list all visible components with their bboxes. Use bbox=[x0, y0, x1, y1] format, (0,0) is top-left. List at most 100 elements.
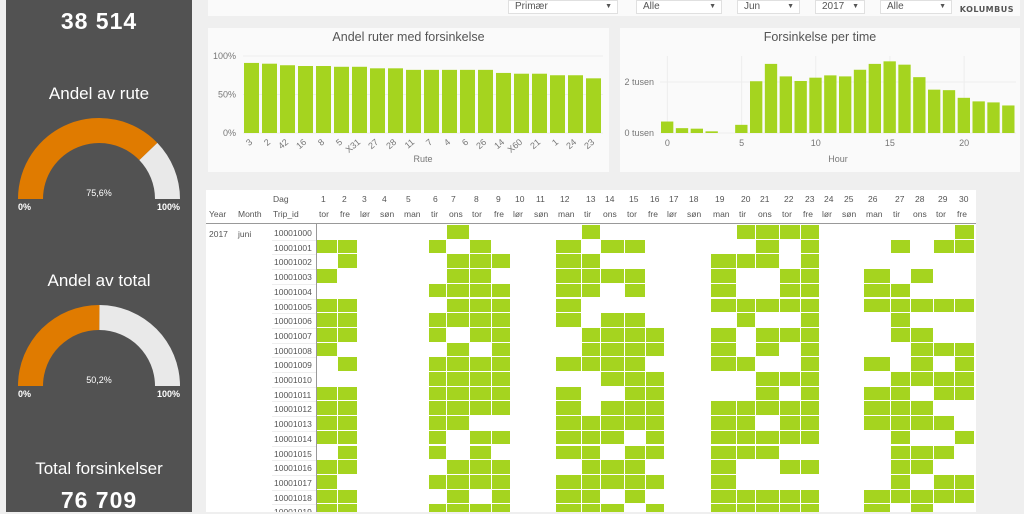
row-trip-id[interactable]: 10001001 bbox=[274, 242, 312, 253]
header-day[interactable]: 27 bbox=[895, 194, 905, 204]
delay-cell[interactable] bbox=[911, 342, 934, 358]
delay-cell[interactable] bbox=[625, 239, 646, 255]
delay-cell[interactable] bbox=[582, 489, 601, 505]
delay-cell[interactable] bbox=[582, 445, 601, 461]
delay-cell[interactable] bbox=[625, 327, 646, 343]
delay-cell[interactable] bbox=[492, 372, 511, 387]
delay-cell[interactable] bbox=[911, 372, 934, 387]
delay-cell[interactable] bbox=[317, 239, 338, 255]
delay-cell[interactable] bbox=[934, 489, 955, 505]
delay-cell[interactable] bbox=[447, 342, 470, 358]
header-day[interactable]: 28 bbox=[915, 194, 925, 204]
delay-cell[interactable] bbox=[492, 283, 511, 299]
delay-cell[interactable] bbox=[646, 372, 665, 387]
delay-cell[interactable] bbox=[317, 489, 338, 505]
delay-cell[interactable] bbox=[317, 416, 338, 431]
delay-cell[interactable] bbox=[955, 239, 975, 255]
delay-cell[interactable] bbox=[891, 313, 911, 328]
row-trip-id[interactable]: 10001016 bbox=[274, 463, 312, 474]
delay-cell[interactable] bbox=[582, 254, 601, 270]
delay-cell[interactable] bbox=[756, 254, 780, 270]
delay-cell[interactable] bbox=[470, 372, 492, 387]
delay-cell[interactable] bbox=[801, 269, 820, 284]
delay-cell[interactable] bbox=[625, 460, 646, 475]
delay-cell[interactable] bbox=[737, 357, 756, 372]
delay-cell[interactable] bbox=[955, 357, 975, 372]
header-trip-id[interactable]: Trip_id bbox=[273, 209, 299, 219]
delay-cell[interactable] bbox=[934, 239, 955, 255]
delay-cell[interactable] bbox=[711, 489, 737, 505]
delay-cell[interactable] bbox=[601, 342, 625, 358]
header-day[interactable]: 17 bbox=[669, 194, 679, 204]
delay-cell[interactable] bbox=[601, 504, 625, 512]
delay-cell[interactable] bbox=[556, 474, 582, 490]
header-day[interactable]: 18 bbox=[689, 194, 699, 204]
delay-cell[interactable] bbox=[711, 474, 737, 490]
delay-cell[interactable] bbox=[601, 474, 625, 490]
delay-cell[interactable] bbox=[556, 239, 582, 255]
delay-cell[interactable] bbox=[582, 357, 601, 372]
delay-cell[interactable] bbox=[864, 401, 891, 417]
delay-cell[interactable] bbox=[556, 489, 582, 505]
delay-cell[interactable] bbox=[582, 283, 601, 299]
delay-cell[interactable] bbox=[780, 225, 801, 240]
delay-cell[interactable] bbox=[891, 386, 911, 402]
delay-cell[interactable] bbox=[737, 225, 756, 240]
filter-other-dropdown[interactable]: Alle ▼ bbox=[880, 0, 952, 14]
delay-cell[interactable] bbox=[317, 474, 338, 490]
delay-cell[interactable] bbox=[447, 269, 470, 284]
delay-cell[interactable] bbox=[756, 327, 780, 343]
delay-cell[interactable] bbox=[625, 386, 646, 402]
header-day[interactable]: 22 bbox=[784, 194, 794, 204]
header-day[interactable]: 3 bbox=[362, 194, 367, 204]
delay-cell[interactable] bbox=[601, 357, 625, 372]
delay-cell[interactable] bbox=[492, 401, 511, 417]
row-trip-id[interactable]: 10001013 bbox=[274, 419, 312, 430]
delay-cell[interactable] bbox=[625, 313, 646, 328]
delay-cell[interactable] bbox=[737, 445, 756, 461]
delay-cell[interactable] bbox=[780, 504, 801, 512]
delay-cell[interactable] bbox=[864, 386, 891, 402]
delay-cell[interactable] bbox=[711, 327, 737, 343]
delay-cell[interactable] bbox=[801, 327, 820, 343]
delay-cell[interactable] bbox=[955, 298, 975, 314]
delay-cell[interactable] bbox=[955, 489, 975, 505]
delay-cell[interactable] bbox=[317, 386, 338, 402]
delay-cell[interactable] bbox=[780, 298, 801, 314]
row-trip-id[interactable]: 10001009 bbox=[274, 360, 312, 371]
delay-cell[interactable] bbox=[756, 298, 780, 314]
delay-cell[interactable] bbox=[429, 416, 447, 431]
delay-cell[interactable] bbox=[911, 298, 934, 314]
delay-cell[interactable] bbox=[780, 416, 801, 431]
row-trip-id[interactable]: 10001017 bbox=[274, 477, 312, 488]
delay-cell[interactable] bbox=[447, 401, 470, 417]
delay-cell[interactable] bbox=[582, 416, 601, 431]
delay-cell[interactable] bbox=[317, 401, 338, 417]
delay-cell[interactable] bbox=[447, 298, 470, 314]
delay-cell[interactable] bbox=[338, 401, 358, 417]
delay-cell[interactable] bbox=[911, 416, 934, 431]
delay-cell[interactable] bbox=[470, 504, 492, 512]
delay-cell[interactable] bbox=[429, 430, 447, 446]
delay-cell[interactable] bbox=[582, 474, 601, 490]
delay-cell[interactable] bbox=[338, 357, 358, 372]
delay-cell[interactable] bbox=[492, 342, 511, 358]
delay-cell[interactable] bbox=[582, 504, 601, 512]
delay-cell[interactable] bbox=[737, 298, 756, 314]
delay-cell[interactable] bbox=[317, 430, 338, 446]
header-day[interactable]: 23 bbox=[805, 194, 815, 204]
delay-cell[interactable] bbox=[429, 313, 447, 328]
delay-cell[interactable] bbox=[801, 298, 820, 314]
delay-cell[interactable] bbox=[447, 225, 470, 240]
delay-cell[interactable] bbox=[934, 474, 955, 490]
delay-cell[interactable] bbox=[646, 401, 665, 417]
header-day[interactable]: 30 bbox=[959, 194, 969, 204]
header-year[interactable]: Year bbox=[209, 209, 227, 219]
delay-cell[interactable] bbox=[801, 225, 820, 240]
delay-cell[interactable] bbox=[447, 357, 470, 372]
delay-cell[interactable] bbox=[492, 313, 511, 328]
delay-cell[interactable] bbox=[911, 445, 934, 461]
delay-cell[interactable] bbox=[711, 342, 737, 358]
header-day[interactable]: 2 bbox=[342, 194, 347, 204]
delay-cell[interactable] bbox=[492, 430, 511, 446]
